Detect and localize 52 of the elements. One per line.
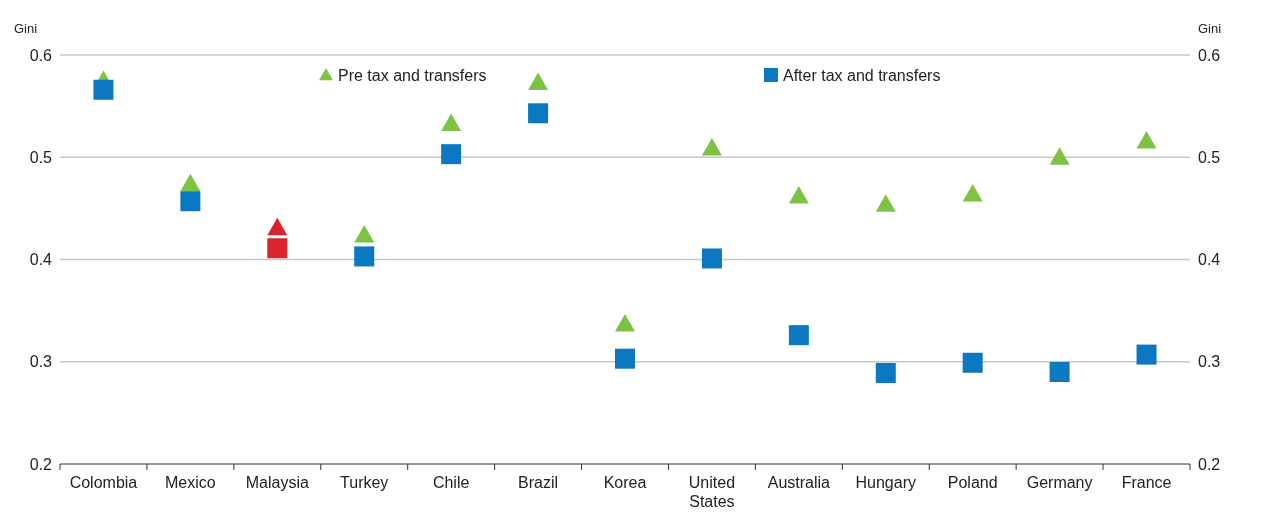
legend-label: After tax and transfers (783, 66, 941, 84)
x-tick-label: Hungary (855, 474, 917, 491)
x-tick-label: Chile (432, 474, 470, 491)
x-tick-label: Colombia (69, 474, 138, 491)
y-tick-label: 0.2 (29, 455, 53, 473)
y-tick-label: 0.5 (29, 148, 53, 166)
point (701, 138, 722, 156)
point (441, 144, 462, 165)
point (354, 246, 375, 267)
point (267, 238, 288, 259)
point (962, 352, 983, 373)
point (528, 103, 549, 124)
x-tick-label: Germany (1026, 474, 1093, 491)
x-tick-label: Mexico (165, 474, 216, 491)
point (1136, 344, 1157, 365)
x-tick-label: United States (688, 474, 736, 510)
y-tick-label: 0.6 (29, 46, 53, 64)
y-tick-label: 0.3 (29, 353, 53, 371)
y2-tick-label: 0.2 (1198, 455, 1221, 473)
x-tick-label: Poland (947, 474, 998, 491)
y2-tick-label: 0.5 (1198, 148, 1221, 166)
point (788, 186, 809, 204)
point (875, 194, 896, 212)
x-tick-label: Brazil (518, 474, 559, 491)
point (875, 363, 896, 383)
y2-tick-label: 0.3 (1198, 353, 1221, 371)
point (180, 191, 201, 212)
point (93, 79, 114, 100)
point (267, 217, 288, 236)
point (354, 224, 375, 243)
point (528, 72, 549, 91)
x-tick-label: Korea (603, 474, 647, 491)
x-tick-label: France (1121, 474, 1172, 491)
point (615, 313, 635, 332)
y2-tick-label: 0.4 (1198, 251, 1221, 269)
x-tick-label: Malaysia (245, 474, 309, 491)
legend-label: Pre tax and transfers (338, 66, 487, 84)
y2-tick-label: 0.6 (1198, 46, 1221, 64)
point (1049, 147, 1070, 165)
y-tick-label: 0.4 (29, 251, 53, 269)
point (1049, 361, 1070, 382)
point (615, 348, 635, 369)
point (180, 173, 201, 192)
x-tick-label: Australia (767, 474, 831, 491)
y-axis-title: Gini (14, 21, 38, 36)
point (441, 113, 462, 132)
point (701, 248, 722, 269)
point (1136, 130, 1157, 149)
point (962, 184, 983, 202)
y2-axis-title: Gini (1198, 21, 1222, 36)
point (788, 325, 809, 346)
x-tick-label: Turkey (340, 474, 389, 491)
